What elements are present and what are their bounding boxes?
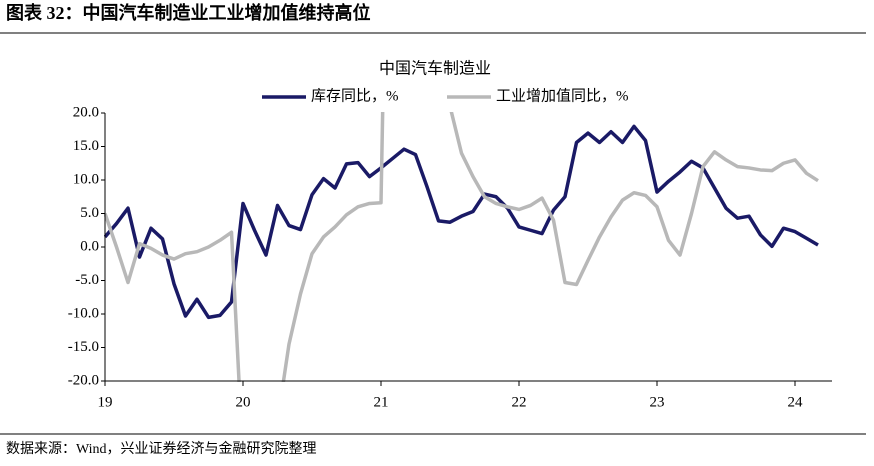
y-tick-label: 15.0	[73, 138, 99, 154]
y-tick-label: -20.0	[68, 372, 99, 388]
y-tick-label: -15.0	[68, 339, 99, 355]
x-tick-label: 21	[374, 394, 389, 410]
y-tick-label: -5.0	[75, 272, 99, 288]
legend-label: 工业增加值同比，%	[496, 87, 629, 104]
series-line	[104, 112, 819, 382]
y-tick-label: 10.0	[73, 171, 99, 187]
y-tick-label: 20.0	[73, 104, 99, 120]
y-tick-label: -10.0	[68, 305, 99, 321]
y-tick-label: 5.0	[80, 205, 99, 221]
series-line	[104, 124, 819, 320]
x-tick-label: 23	[650, 394, 665, 410]
x-tick-label: 19	[98, 394, 113, 410]
x-tick-label: 20	[236, 394, 251, 410]
source-note: 数据来源：Wind，兴业证券经济与金融研究院整理	[6, 441, 317, 457]
legend-label: 库存同比，%	[311, 87, 399, 104]
plot-area	[104, 112, 819, 382]
page-title: 图表 32：中国汽车制造业工业增加值维持高位	[6, 2, 371, 23]
chart-title: 中国汽车制造业	[379, 60, 491, 78]
x-tick-label: 24	[788, 394, 804, 410]
x-tick-label: 22	[512, 394, 527, 410]
y-tick-label: 0.0	[80, 238, 99, 254]
